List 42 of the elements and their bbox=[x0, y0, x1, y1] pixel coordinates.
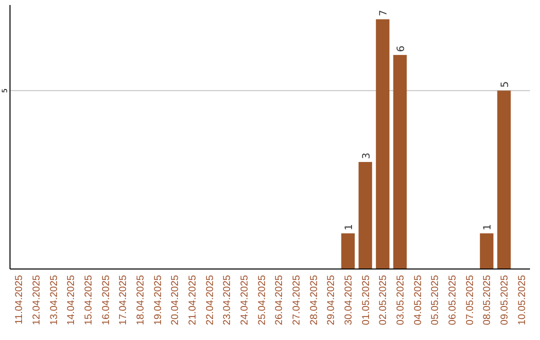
x-tick-label: 14.04.2025 bbox=[66, 274, 78, 326]
x-tick-label: 09.05.2025 bbox=[500, 274, 510, 326]
x-tick-label: 29.04.2025 bbox=[326, 274, 338, 326]
x-tick-label: 11.04.2025 bbox=[14, 274, 26, 324]
data-label: 1 bbox=[482, 224, 494, 230]
bar bbox=[393, 54, 407, 269]
x-tick-label: 23.04.2025 bbox=[222, 274, 234, 326]
x-tick-label: 18.04.2025 bbox=[136, 274, 146, 326]
x-tick-label: 26.04.2025 bbox=[274, 274, 286, 326]
x-tick-label: 06.05.2025 bbox=[448, 274, 458, 326]
x-tick-label: 22.04.2025 bbox=[204, 274, 216, 326]
x-tick-label: 20.04.2025 bbox=[170, 274, 182, 326]
data-label: 3 bbox=[361, 152, 372, 159]
x-tick-label: 13.04.2025 bbox=[48, 274, 60, 326]
x-tick-label: 01.05.2025 bbox=[360, 274, 372, 326]
x-tick-label: 24.04.2025 bbox=[240, 274, 250, 326]
data-label: 7 bbox=[378, 10, 390, 16]
x-tick-label: 21.04.2025 bbox=[188, 274, 198, 326]
data-label: 6 bbox=[396, 46, 407, 52]
bar bbox=[358, 162, 372, 269]
bar bbox=[341, 233, 355, 269]
data-label: 1 bbox=[344, 224, 355, 230]
x-tick-label: 25.04.2025 bbox=[256, 274, 268, 326]
x-tick-label: 19.04.2025 bbox=[152, 274, 164, 326]
x-tick-label: 05.05.2025 bbox=[430, 274, 442, 326]
x-tick-label: 03.05.2025 bbox=[396, 274, 406, 326]
x-tick-label: 15.04.2025 bbox=[84, 274, 94, 326]
x-tick-label: 04.05.2025 bbox=[412, 274, 424, 326]
x-tick-label: 08.05.2025 bbox=[482, 274, 494, 326]
bar bbox=[497, 90, 511, 269]
x-tick-label: 16.04.2025 bbox=[100, 274, 112, 326]
x-tick-label: 30.04.2025 bbox=[344, 274, 354, 326]
x-tick-label: 10.05.2025 bbox=[516, 274, 528, 326]
x-tick-label: 02.05.2025 bbox=[378, 274, 390, 326]
x-tick-label: 12.04.2025 bbox=[32, 274, 42, 326]
data-label: 5 bbox=[500, 81, 511, 88]
x-tick-label: 07.05.2025 bbox=[464, 274, 476, 326]
bar bbox=[480, 233, 494, 269]
bar bbox=[376, 19, 390, 269]
x-tick-label: 28.04.2025 bbox=[308, 274, 320, 326]
x-tick-label: 17.04.2025 bbox=[118, 274, 130, 326]
x-tick-label: 27.04.2025 bbox=[292, 274, 302, 326]
